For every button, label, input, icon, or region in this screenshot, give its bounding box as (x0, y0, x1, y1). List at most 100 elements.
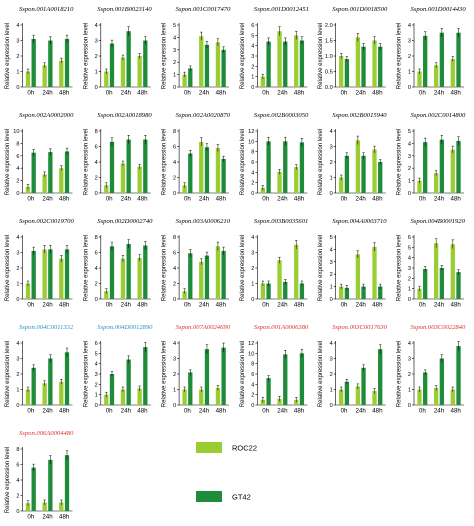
bar-roc22 (215, 246, 221, 299)
bar-roc22 (59, 60, 64, 87)
x-category-label: 48h (59, 302, 70, 309)
x-category-label: 0h (184, 302, 191, 309)
chart-panel: Sspon.002C0014800 Relative expression lev… (397, 112, 466, 203)
bar-roc22 (450, 59, 455, 87)
y-tick-label: 0 (408, 85, 411, 91)
bar-roc22 (120, 258, 126, 299)
y-tick-label: 3 (330, 260, 333, 266)
bar-gt42 (361, 46, 366, 87)
x-category-label: 48h (59, 514, 70, 521)
bar-gt42 (378, 286, 383, 299)
y-axis-label: Relative expression level (83, 341, 89, 407)
bar-gt42 (456, 346, 461, 405)
bar-roc22 (294, 167, 299, 193)
y-axis-label: Relative expression level (5, 129, 11, 195)
bar-roc22 (434, 243, 439, 299)
y-tick-label: 4 (173, 35, 176, 41)
y-tick-label: 8 (251, 150, 254, 156)
chart-panel: Sspon.002C0019700 Relative expression lev… (5, 218, 74, 309)
y-tick-label: 1 (95, 393, 98, 399)
bar-roc22 (417, 180, 422, 193)
bar-gt42 (204, 349, 210, 405)
x-category-label: 24h (121, 302, 132, 309)
chart-panel: Sspon.002D0002740 Relative expression lev… (83, 218, 153, 309)
bar-roc22 (294, 399, 299, 405)
bar-roc22 (372, 246, 377, 299)
bar-roc22 (59, 381, 64, 405)
y-tick-label: 5 (408, 245, 411, 251)
bar-gt42 (188, 253, 193, 299)
y-axis-label: Relative expression level (397, 341, 403, 407)
y-tick-label: 2 (251, 64, 254, 70)
y-axis-label: Relative expression level (240, 129, 246, 195)
panel-title: Sspon.001C0017470 (176, 6, 231, 13)
bar-roc22 (355, 254, 360, 299)
y-tick-label: 3 (330, 357, 333, 363)
y-axis-label: Relative expression level (162, 235, 168, 301)
y-tick-label: 3 (408, 154, 411, 160)
y-tick-label: 10 (248, 351, 254, 357)
y-tick-label: 5 (173, 23, 176, 29)
x-category-label: 0h (341, 408, 348, 415)
chart-panel: Sspon.002B0015940 Relative expression lev… (318, 112, 387, 203)
y-tick-label: 1 (251, 282, 254, 288)
y-tick-label: 6 (408, 235, 411, 241)
x-category-label: 48h (137, 408, 148, 415)
panel-title: Sspon.002B0003050 (254, 112, 309, 119)
chart-panel: Sspon.002B0003050 Relative expression lev… (240, 112, 309, 203)
panel-title: Sspon.001B0023140 (97, 6, 152, 13)
x-category-label: 24h (277, 302, 288, 309)
y-tick-label: 4 (408, 141, 411, 147)
bar-roc22 (199, 36, 204, 87)
y-tick-label: 3 (95, 372, 98, 378)
x-category-label: 48h (372, 196, 383, 203)
y-tick-label: 0 (330, 191, 333, 197)
y-tick-label: 3 (173, 48, 176, 54)
panel-title: Sspon.003A0006210 (176, 218, 231, 225)
y-tick-label: 3 (408, 39, 411, 45)
y-tick-label: 4 (330, 341, 333, 347)
y-tick-label: 0 (330, 297, 333, 303)
y-tick-label: 1 (173, 73, 176, 79)
bar-gt42 (48, 40, 53, 87)
y-tick-label: 2 (173, 60, 176, 66)
y-tick-label: 1 (251, 75, 254, 81)
y-tick-label: 0 (95, 85, 98, 91)
chart-panel: Sspon.007A0024690 Relative expression lev… (162, 324, 231, 415)
bar-roc22 (182, 389, 187, 405)
x-category-label: 0h (419, 90, 426, 97)
x-category-label: 48h (294, 408, 305, 415)
y-tick-label: 2 (173, 176, 176, 182)
panel-title: Sspon.003B0035601 (254, 218, 308, 225)
bar-roc22 (450, 244, 455, 299)
x-category-label: 48h (137, 196, 148, 203)
bar-gt42 (109, 141, 115, 193)
bar-gt42 (423, 269, 428, 299)
x-category-label: 24h (42, 302, 53, 309)
y-tick-label: 2 (95, 54, 98, 60)
x-category-label: 0h (106, 196, 113, 203)
x-category-label: 24h (356, 408, 367, 415)
bar-gt42 (126, 31, 131, 87)
y-tick-label: 10 (13, 129, 19, 135)
x-category-label: 48h (59, 408, 70, 415)
x-category-label: 24h (199, 196, 210, 203)
y-tick-label: 3 (408, 266, 411, 272)
y-tick-label: 0 (95, 403, 98, 409)
y-tick-label: 2 (330, 372, 333, 378)
y-tick-label: 4 (16, 23, 19, 29)
bar-gt42 (188, 68, 193, 87)
bar-gt42 (188, 153, 193, 193)
bar-roc22 (294, 35, 299, 87)
y-tick-label: 2 (251, 393, 254, 399)
bar-roc22 (215, 42, 221, 87)
y-tick-label: 1 (95, 70, 98, 76)
y-axis-label: Relative expression level (318, 235, 324, 301)
x-category-label: 24h (356, 302, 367, 309)
x-category-label: 24h (277, 90, 288, 97)
bar-gt42 (109, 43, 115, 87)
bar-roc22 (215, 148, 221, 193)
bar-roc22 (137, 388, 142, 405)
y-tick-label: 3 (408, 357, 411, 363)
bar-gt42 (283, 281, 288, 299)
